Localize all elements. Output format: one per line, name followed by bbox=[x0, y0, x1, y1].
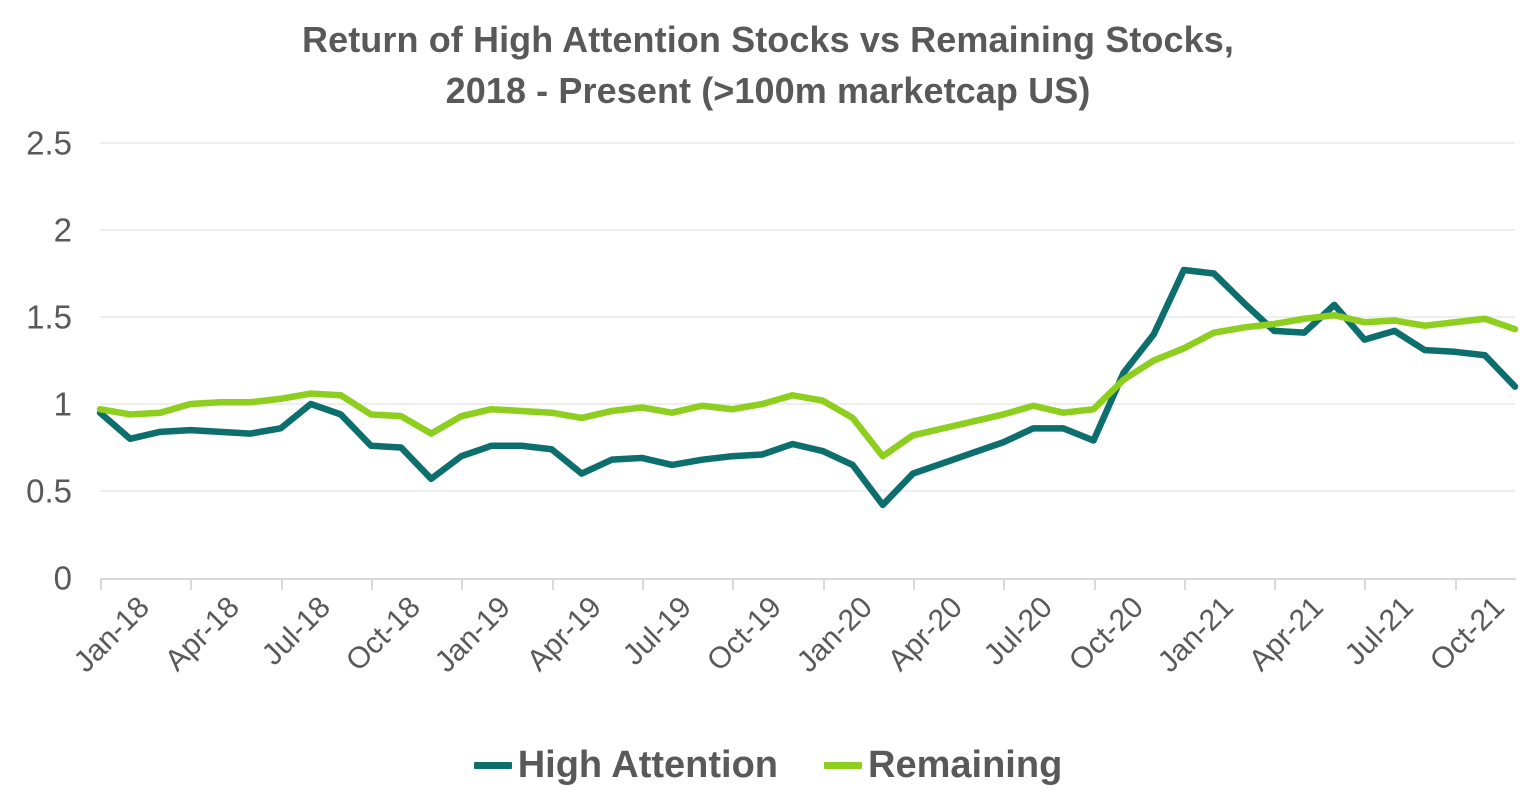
x-axis-tickmark bbox=[1454, 578, 1457, 590]
x-axis-tickmark bbox=[1274, 578, 1277, 590]
x-axis-tickmark bbox=[1093, 578, 1096, 590]
x-axis-tickmark bbox=[1183, 578, 1186, 590]
x-axis-tickmark bbox=[100, 578, 102, 590]
x-axis-tick-label: Oct-21 bbox=[1423, 590, 1511, 678]
x-axis-tickmark bbox=[641, 578, 644, 590]
x-axis-tick-label: Jan-20 bbox=[790, 590, 879, 679]
legend-label: Remaining bbox=[868, 744, 1063, 786]
x-axis-tickmark bbox=[822, 578, 825, 590]
y-axis-tick-label: 0.5 bbox=[26, 472, 72, 510]
x-axis-tickmark bbox=[912, 578, 915, 590]
line-swatch-icon bbox=[473, 761, 512, 769]
y-axis-tick-label: 1.5 bbox=[26, 298, 72, 336]
y-axis-tick-label: 1 bbox=[53, 385, 72, 423]
x-axis-tick-label: Jul-21 bbox=[1339, 590, 1421, 672]
legend-item-remaining[interactable]: Remaining bbox=[824, 746, 1062, 784]
plot-area bbox=[96, 142, 1519, 578]
x-axis-tick-label: Jul-19 bbox=[616, 590, 698, 672]
series-line-high-attention bbox=[96, 266, 1519, 509]
line-swatch-icon bbox=[824, 761, 863, 769]
legend-item-high-attention[interactable]: High Attention bbox=[473, 744, 779, 786]
y-axis-tick-label: 2.5 bbox=[26, 124, 72, 162]
x-axis-tick-label: Apr-18 bbox=[159, 590, 247, 678]
x-axis-tickmarks bbox=[100, 578, 1516, 590]
y-axis-tick-label: 0 bbox=[53, 559, 72, 597]
x-axis-tickmark bbox=[370, 578, 373, 590]
chart-title: Return of High Attention Stocks vs Remai… bbox=[0, 14, 1536, 116]
series-line-remaining bbox=[96, 312, 1519, 460]
x-axis-tickmark bbox=[461, 578, 464, 590]
y-axis: 0 0.5 1 1.5 2 2.5 bbox=[0, 127, 86, 595]
plot-svg bbox=[96, 142, 1519, 509]
x-axis-tick-label: Jan-21 bbox=[1151, 590, 1240, 679]
x-axis-tickmark bbox=[1003, 578, 1006, 590]
x-axis-tick-label: Oct-20 bbox=[1062, 590, 1150, 678]
x-axis-tickmark bbox=[551, 578, 554, 590]
x-axis-tickmark bbox=[732, 578, 735, 590]
chart-title-line-1: Return of High Attention Stocks vs Remai… bbox=[302, 19, 1234, 60]
chart-title-line-2: 2018 - Present (>100m marketcap US) bbox=[445, 70, 1091, 112]
x-axis-tick-label: Jan-19 bbox=[428, 590, 518, 679]
x-axis-tickmark bbox=[190, 578, 193, 590]
chart-legend: High Attention Remaining bbox=[0, 735, 1536, 795]
x-axis-tickmark bbox=[1364, 578, 1367, 590]
x-axis-tickmark bbox=[280, 578, 283, 590]
legend-label: High Attention bbox=[517, 744, 779, 786]
x-axis-tick-label: Jul-18 bbox=[255, 590, 337, 672]
x-axis-tick-label: Oct-19 bbox=[701, 590, 789, 678]
x-axis: Jan-18 Apr-18 Jul-18 Oct-18 Jan-19 Apr-19 Jul-… bbox=[0, 590, 1536, 712]
x-axis-tick-label: Apr-19 bbox=[520, 590, 608, 678]
x-axis-tick-label: Jul-20 bbox=[977, 590, 1060, 672]
y-axis-tick-label: 2 bbox=[53, 211, 72, 249]
x-axis-tick-label: Apr-21 bbox=[1243, 590, 1331, 678]
x-axis-tick-label: Oct-18 bbox=[339, 590, 427, 678]
x-axis-line bbox=[100, 578, 1516, 580]
x-axis-tick-label: Jan-18 bbox=[67, 590, 156, 679]
x-axis-tick-label: Apr-20 bbox=[881, 590, 969, 678]
